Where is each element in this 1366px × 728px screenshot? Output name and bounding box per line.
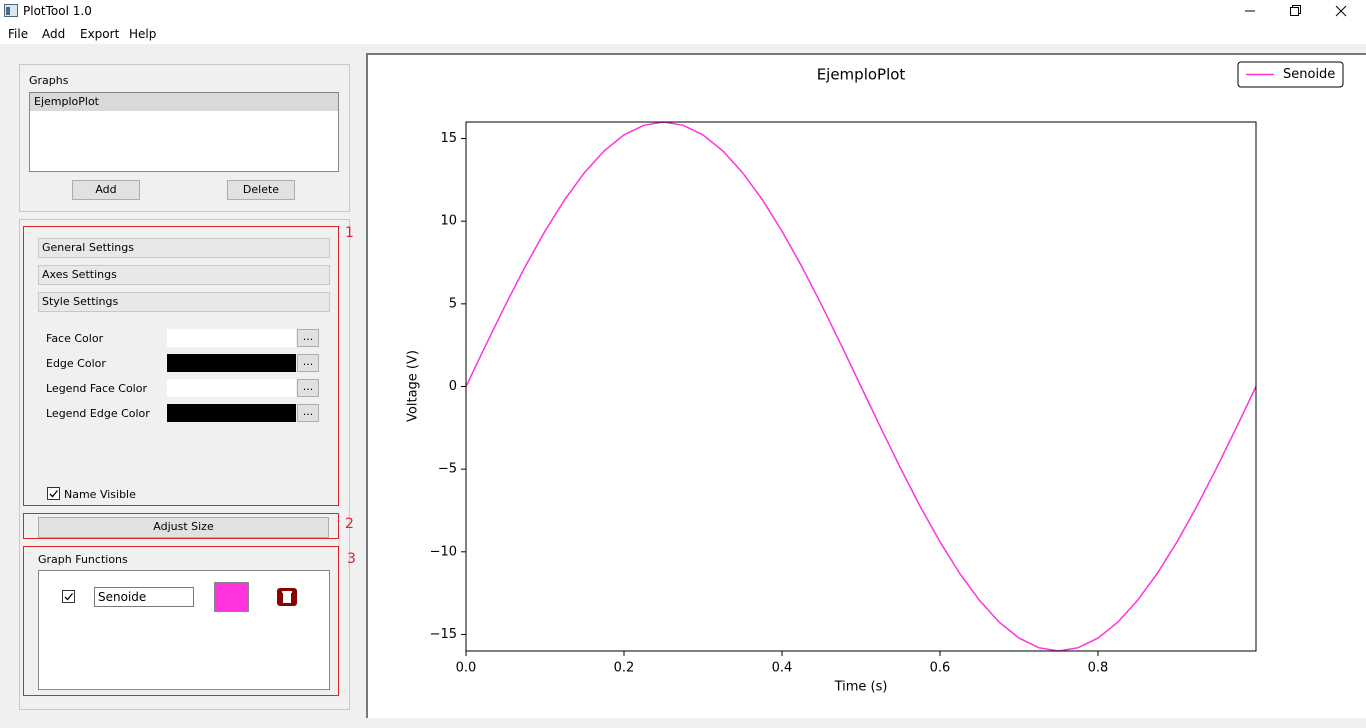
checkbox-label: Name Visible: [64, 488, 136, 501]
chart-title: EjemploPlot: [817, 66, 906, 84]
color-picker-button[interactable]: ...: [297, 354, 319, 372]
color-swatch[interactable]: [167, 354, 296, 372]
menu-item[interactable]: Export: [80, 27, 120, 41]
menu-item[interactable]: Add: [42, 27, 66, 41]
x-tick-label: 0.6: [930, 661, 951, 676]
x-tick-label: 0.2: [614, 661, 635, 676]
checkbox[interactable]: [62, 590, 75, 603]
section-header[interactable]: Style Settings: [38, 292, 330, 312]
color-swatch[interactable]: [167, 379, 296, 397]
section-header[interactable]: Axes Settings: [38, 265, 330, 285]
x-tick-label: 0.4: [772, 661, 793, 676]
chart: EjemploPlot Time (s) Voltage (V) −15 −10 −…: [406, 61, 1344, 695]
x-tick-label: 0.8: [1088, 661, 1109, 676]
menu-item[interactable]: File: [8, 27, 29, 41]
y-tick-label: 5: [449, 296, 457, 311]
panel-title: Graph Functions: [38, 553, 128, 566]
y-axis-label: Voltage (V): [406, 350, 421, 422]
delete-icon[interactable]: [276, 587, 298, 607]
x-tick-label: 0.0: [456, 661, 477, 676]
adjust-size-button[interactable]: Adjust Size: [38, 517, 329, 538]
x-axis-label: Time (s): [834, 680, 888, 695]
checkbox[interactable]: [47, 487, 60, 500]
highlight-box: [23, 546, 339, 696]
color-label: Face Color: [46, 332, 104, 345]
app-icon: [4, 4, 18, 17]
title-bar: PlotTool 1.0: [0, 0, 1366, 22]
annotation: 3: [347, 551, 356, 567]
function-color-button[interactable]: [214, 582, 249, 612]
y-tick-label: −15: [430, 627, 457, 642]
delete-button[interactable]: Delete: [227, 180, 295, 200]
color-picker-button[interactable]: ...: [297, 329, 319, 347]
y-tick-label: 15: [440, 131, 457, 146]
function-name-input[interactable]: Senoide: [94, 587, 194, 607]
data-line: [465, 121, 1257, 652]
menu-item[interactable]: Help: [129, 27, 157, 41]
settings-panel: [19, 219, 350, 710]
highlight-box: [23, 513, 339, 539]
window-controls[interactable]: [1230, 0, 1366, 22]
add-button[interactable]: Add: [72, 180, 140, 200]
color-label: Legend Edge Color: [46, 407, 150, 420]
y-tick-label: 10: [440, 214, 457, 229]
check-mark: [49, 490, 58, 498]
graphs-panel: [19, 64, 350, 212]
color-label: Edge Color: [46, 357, 106, 370]
highlight-box: [23, 226, 339, 506]
y-tick-label: −5: [438, 462, 457, 477]
legend-label: Senoide: [1283, 67, 1335, 82]
annotation: 1: [345, 225, 354, 241]
y-tick-label: 0: [449, 379, 457, 394]
color-picker-button[interactable]: ...: [297, 404, 319, 422]
y-tick-label: −10: [430, 544, 457, 559]
plot-frame: [465, 121, 1257, 652]
section-header[interactable]: General Settings: [38, 238, 330, 258]
graph-list-item[interactable]: EjemploPlot: [30, 93, 338, 111]
color-swatch[interactable]: [167, 329, 296, 347]
color-swatch[interactable]: [167, 404, 296, 422]
window-title: PlotTool 1.0: [23, 4, 92, 18]
panel-title: Graphs: [29, 74, 69, 87]
plot-canvas: [366, 53, 1366, 718]
legend-box: [1237, 61, 1344, 88]
color-picker-button[interactable]: ...: [297, 379, 319, 397]
annotation: 2: [345, 516, 354, 532]
menu-bar: File Add Export Help: [0, 22, 1366, 44]
color-label: Legend Face Color: [46, 382, 147, 395]
check-mark: [64, 593, 73, 601]
graph-list: EjemploPlot: [29, 92, 339, 172]
function-list: Senoide: [38, 570, 330, 690]
